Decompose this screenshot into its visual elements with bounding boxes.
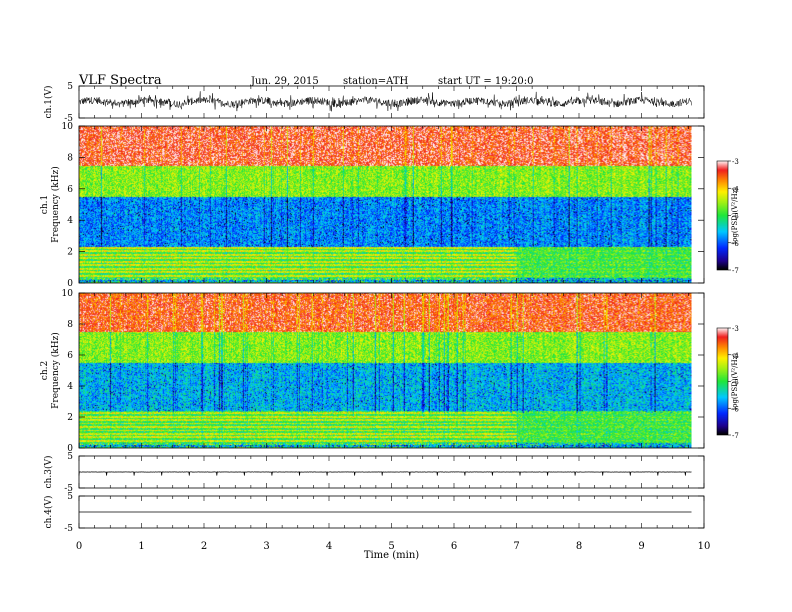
ch2-spectrogram-ytick-label: 0 [67,444,73,454]
date-label: Jun. 29, 2015 [251,76,319,87]
xtick-label-9: 9 [638,541,644,552]
xtick-label-0: 0 [76,541,82,552]
chart-title: VLF Spectra [79,73,162,88]
x-axis-label: Time (min) [364,550,419,561]
xtick-label-8: 8 [576,541,582,552]
ch1-spectrogram-ytick-label: 2 [67,248,73,258]
ch2-spectrogram-ytick-label: 6 [67,351,73,361]
ch1-spectrogram-ytick-label: 0 [67,279,73,289]
start-time-label: start UT = 19:20:0 [438,76,534,87]
ch4-waveform-ytick-label: 5 [67,492,73,502]
ch4-waveform-ytick-label: -5 [64,524,73,534]
ch2-spectrogram-colorbar-tick-label: -3 [732,325,739,333]
ch2-spectrogram-colorbar-tick-label: -6 [732,405,739,413]
ch1-spectrogram-colorbar-tick-label: -3 [732,158,739,166]
ch1-spectrogram-colorbar-label: log(PSD)(V²/Hz) [731,187,739,244]
ch2-spectrogram-colorbar-label: log(PSD)(V²/Hz) [731,353,739,410]
ch1-spectrogram-channel-label: ch.1 [40,195,50,214]
xtick-label-5: 5 [388,541,394,552]
ch2-spectrogram-colorbar-tick-label: -5 [732,379,739,387]
ch2-spectrogram-ytick-label: 2 [67,413,73,423]
ch4-waveform-ylabel: ch.4(V) [43,496,54,529]
ch2-spectrogram-colorbar-gradient [717,328,728,435]
ch3-waveform-trace [78,471,692,476]
xtick-label-2: 2 [201,541,207,552]
ch1-spectrogram-colorbar-tick-label: -7 [732,267,739,275]
ch2-spectrogram-image [79,293,692,448]
xtick-label-4: 4 [326,541,332,552]
ch1-spectrogram-colorbar-tick-label: -5 [732,213,739,221]
ch1-waveform-ylabel: ch.1(V) [43,86,54,119]
ch2-spectrogram-ytick-label: 4 [67,382,73,392]
ch1-spectrogram-image [79,126,692,283]
ch1-waveform-ytick-label: 5 [67,82,73,92]
ch2-spectrogram-ytick-label: 8 [67,320,73,330]
ch3-waveform-ylabel: ch.3(V) [43,456,54,489]
xtick-label-1: 1 [138,541,144,552]
xtick-label-3: 3 [263,541,269,552]
ch1-spectrogram-colorbar-tick-label: -6 [732,240,739,248]
ch1-spectrogram-colorbar-gradient [717,161,728,270]
ch2-spectrogram-colorbar-tick-label: -4 [732,352,739,360]
ch2-spectrogram-ylabel: Frequency (kHz) [50,332,61,409]
station-label: station=ATH [343,76,409,87]
xtick-label-10: 10 [698,541,711,552]
ch1-spectrogram-ytick-label: 6 [67,185,73,195]
ch1-spectrogram-ylabel: Frequency (kHz) [50,166,61,243]
ch3-waveform-ytick-label: 5 [67,452,73,462]
ch1-spectrogram-ytick-label: 4 [67,216,73,226]
ch1-waveform-ytick-label: -5 [64,114,73,124]
ch3-waveform-ytick-label: -5 [64,484,73,494]
ch1-spectrogram-colorbar-tick-label: -4 [732,185,739,193]
ch2-spectrogram-channel-label: ch.2 [40,361,50,380]
xtick-label-7: 7 [513,541,519,552]
ch1-waveform-trace [78,91,692,112]
ch1-spectrogram-ytick-label: 10 [62,122,74,132]
ch2-spectrogram-colorbar-tick-label: -7 [732,432,739,440]
ch1-spectrogram-ytick-label: 8 [67,153,73,163]
xtick-label-6: 6 [451,541,457,552]
ch2-spectrogram-ytick-label: 10 [62,289,74,299]
